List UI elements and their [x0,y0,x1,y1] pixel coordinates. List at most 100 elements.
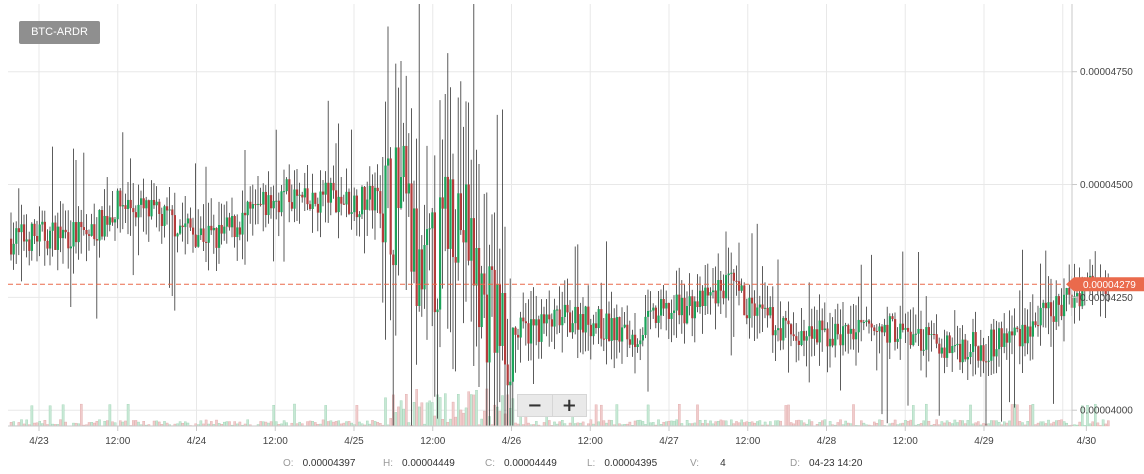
candle-body [1073,296,1076,308]
x-tick-label: 12:00 [578,436,603,447]
volume-bar [178,421,182,427]
candle-body [241,212,244,235]
candle-body [277,200,280,213]
candle-body [813,329,816,339]
candle-body [506,364,509,386]
volume-bar [282,420,286,427]
candle-body [883,324,886,333]
zoom-in-button[interactable]: + [551,395,587,416]
candle-body [511,327,514,382]
zoom-out-button[interactable]: − [527,395,543,416]
candle-body [314,192,317,204]
volume-bar [607,419,611,427]
volume-bar [990,420,993,427]
volume-bar [763,421,767,427]
candle-body [475,247,478,286]
pair-label[interactable]: BTC-ARDR [19,21,100,44]
x-tick-label: 12:00 [105,436,130,447]
x-tick-label: 4/24 [187,436,207,447]
volume-readout: V: 4 [690,458,726,469]
candle-body [615,317,618,341]
candle-body [987,360,990,362]
candle-body [293,189,296,209]
volume-bar [678,404,681,427]
candle-body [678,294,681,316]
volume-bar [789,422,793,427]
candle-body [1003,333,1006,347]
candle-body [556,309,559,311]
candle-body [1026,326,1029,344]
candle-body [1107,293,1110,295]
candle-body [163,206,166,226]
volume-bar [64,421,67,427]
candle-body [285,179,288,192]
candle-body [454,257,457,263]
candle-body [722,290,725,299]
volume-bar [958,420,962,427]
volume-bar [665,421,668,427]
candle-body [904,327,907,330]
volume-bar [561,420,564,427]
candle-body [407,183,410,194]
candle-body [673,310,676,313]
candle-body [849,328,852,334]
candle-body [160,214,163,226]
candle-body [173,215,176,237]
candle-body [1063,294,1066,317]
candle-body [922,349,925,351]
candle-body [571,323,574,333]
candle-body [80,221,83,228]
candle-body [389,158,392,255]
volume-bar [259,421,263,427]
candle-body [85,229,88,235]
volume-bar [38,420,41,427]
volume-bar [873,421,876,427]
candle-body [127,199,130,209]
volume-bar [1026,421,1029,427]
volume-bar [425,402,429,427]
candle-body [98,210,101,241]
volume-bar [844,420,847,427]
candle-body [67,232,70,249]
candle-body [1016,327,1019,329]
candle-body [353,195,356,213]
volume-bar [1016,404,1019,427]
candle-body [940,347,943,354]
candle-body [324,182,327,195]
candle-body [1050,302,1053,317]
candle-body [56,226,59,250]
candle-body [821,320,824,331]
ohlc-status-bar: O: 0.00004397 H: 0.00004449 C: 0.00004449 L… [0,458,1144,472]
volume-bar [818,422,821,427]
candle-body [875,331,878,333]
candle-body [244,212,247,216]
volume-bar [441,419,445,427]
volume-bar [1010,404,1014,427]
candle-body [725,275,728,299]
candle-body [961,339,964,363]
candle-body [72,222,75,247]
volume-bar [264,421,268,427]
volume-bar [800,420,803,427]
last-price-label: 0.00004279 [1083,280,1136,291]
candle-body [992,329,995,357]
candle-body [670,312,673,319]
volume-bar [20,419,23,427]
candle-body [545,314,548,324]
x-tick-label: 4/27 [659,436,679,447]
volume-bar [1078,421,1081,427]
volume-bar [1054,420,1058,427]
candle-body [1018,328,1021,347]
candle-body [205,241,208,243]
volume-bar [1091,421,1094,427]
candle-body [119,190,122,207]
candle-body [959,343,962,363]
volume-bar [1060,419,1063,427]
volume-bar [795,420,798,427]
candle-body [522,317,525,322]
volume-bar [25,419,29,427]
candle-body [751,297,754,304]
candle-body [844,325,847,327]
candle-body [990,329,993,361]
